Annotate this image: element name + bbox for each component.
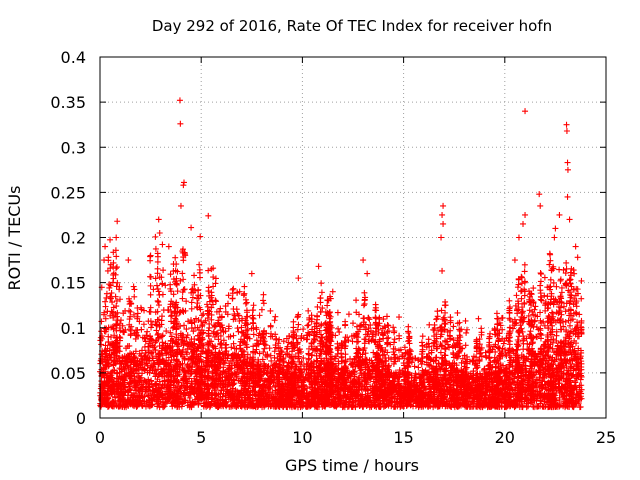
data-point [103, 290, 110, 297]
data-point [160, 307, 167, 314]
data-point [112, 293, 119, 300]
data-point [153, 322, 160, 329]
data-point [153, 282, 160, 289]
data-point [142, 338, 149, 345]
data-point [538, 297, 545, 304]
data-point [190, 328, 197, 335]
data-point [177, 323, 184, 330]
data-point [97, 334, 104, 341]
data-point [261, 345, 268, 352]
data-point [98, 318, 105, 325]
data-point [441, 327, 448, 334]
data-point [342, 357, 349, 364]
data-point [549, 345, 556, 352]
data-point [338, 350, 345, 357]
data-points [97, 97, 585, 411]
data-point [147, 291, 154, 298]
data-point [336, 329, 343, 336]
data-point [140, 321, 147, 328]
data-point [399, 351, 406, 358]
data-point [450, 337, 457, 344]
data-point [146, 308, 153, 315]
data-point [144, 328, 151, 335]
data-point [148, 324, 155, 331]
data-point [138, 347, 145, 354]
data-point [234, 325, 241, 332]
data-point [487, 359, 494, 366]
data-point [266, 345, 273, 352]
data-point [185, 318, 192, 325]
data-point [139, 370, 146, 377]
data-point [235, 328, 242, 335]
chart-title: Day 292 of 2016, Rate Of TEC Index for r… [152, 17, 552, 35]
data-point [98, 341, 105, 348]
data-point [174, 288, 181, 295]
data-point [155, 302, 162, 309]
data-point [527, 328, 534, 335]
data-point [193, 315, 200, 322]
data-point [155, 298, 162, 305]
data-point [200, 311, 207, 318]
data-point [537, 309, 544, 316]
data-point [411, 363, 418, 370]
data-point [415, 364, 422, 371]
data-point [519, 304, 526, 311]
data-point [574, 319, 581, 326]
data-point [109, 299, 116, 306]
data-point [199, 312, 206, 319]
data-point [154, 331, 161, 338]
data-point [509, 325, 516, 332]
data-point [370, 349, 377, 356]
data-point [183, 298, 190, 305]
data-point [576, 404, 583, 411]
data-point [217, 332, 224, 339]
data-point [273, 335, 280, 342]
